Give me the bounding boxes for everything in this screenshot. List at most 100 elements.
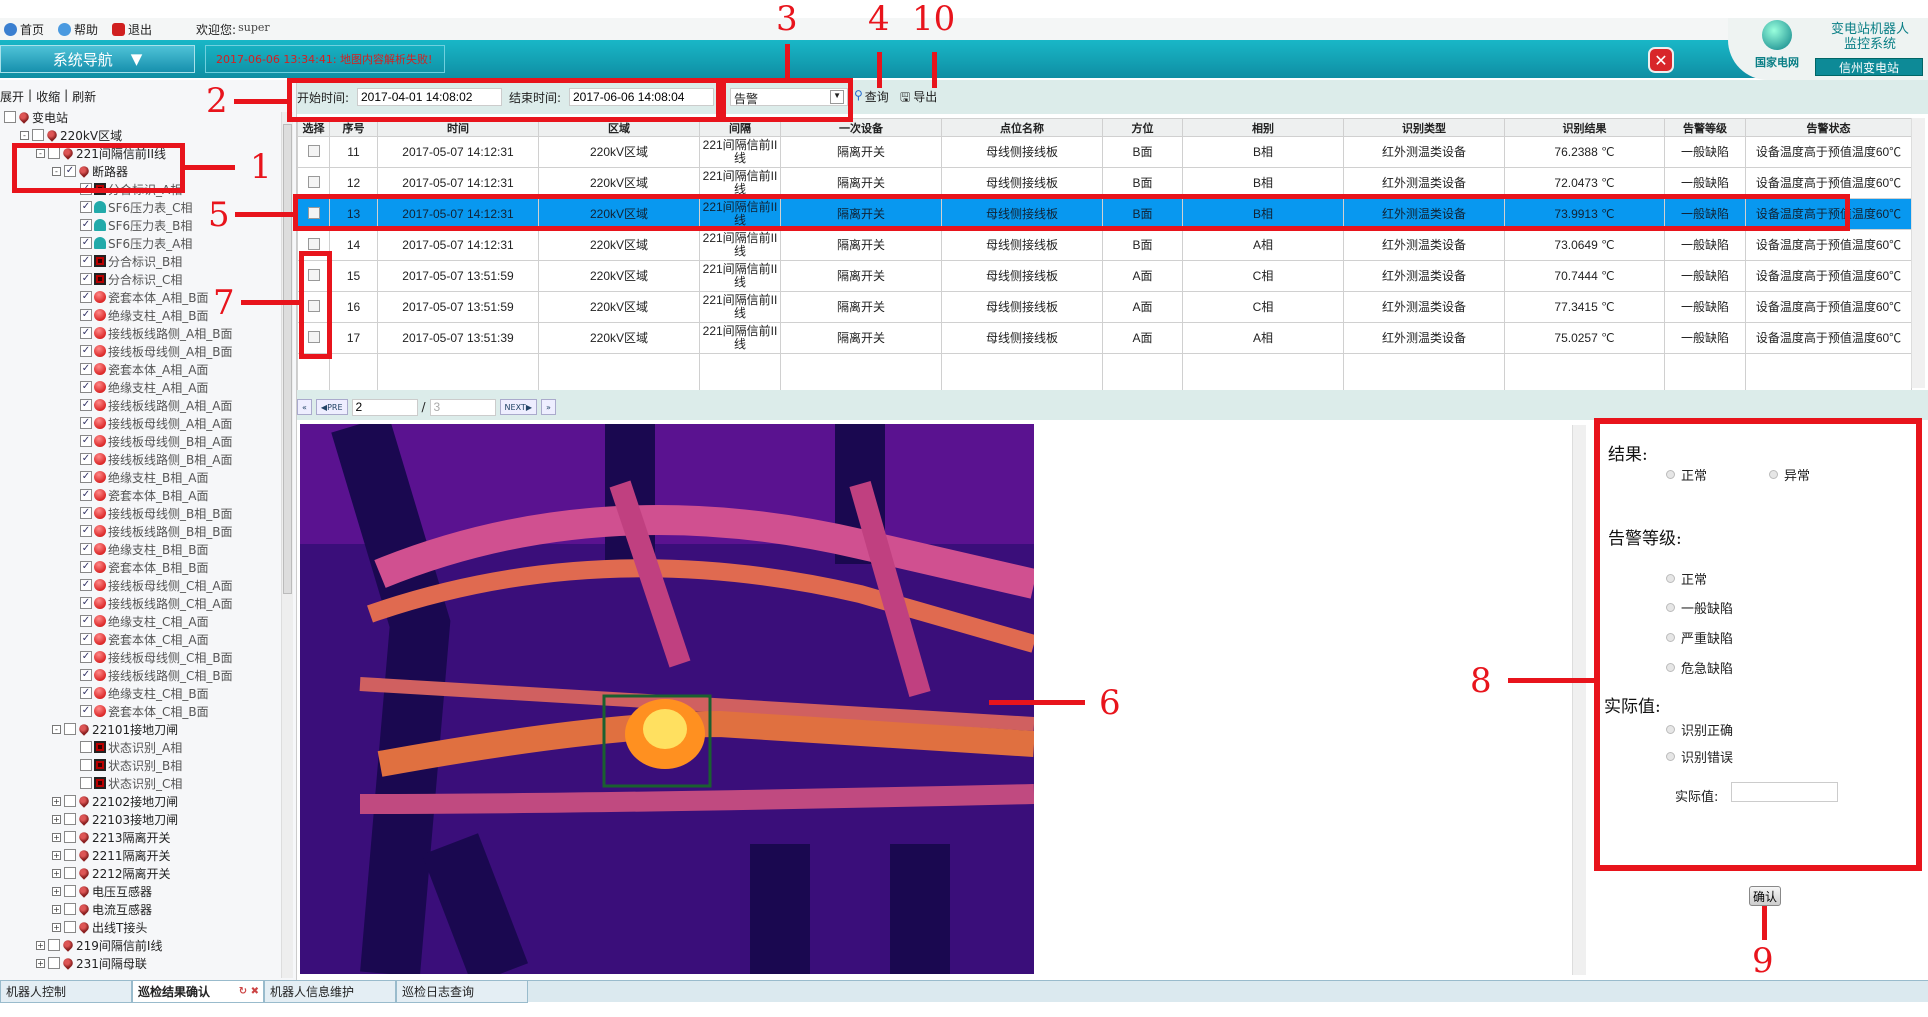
table-row[interactable]: 16 2017-05-07 13:51:59 220kV区域 221间隔信前II线 隔离… [297, 291, 1912, 323]
first-page-button[interactable]: « [297, 399, 312, 415]
tree-node[interactable]: ✓ SF6压力表_A相 [80, 234, 192, 252]
tree-checkbox[interactable]: ✓ [80, 345, 92, 357]
tree-node[interactable]: ✓ SF6压力表_C相 [80, 198, 193, 216]
tree-checkbox[interactable]: ✓ [80, 453, 92, 465]
tree-checkbox[interactable]: ✓ [80, 435, 92, 447]
expand-icon[interactable]: + [52, 886, 61, 896]
column-header[interactable]: 识别结果 [1504, 118, 1665, 137]
tree-node[interactable]: +2212隔离开关 [52, 864, 171, 882]
tree-checkbox[interactable]: ✓ [64, 165, 76, 177]
tree-node[interactable]: ✓ 接线板线路侧_B相_B面 [80, 522, 232, 540]
row-checkbox[interactable] [307, 268, 320, 281]
help-menu[interactable]: 帮助 [58, 21, 98, 38]
tree-node[interactable]: ✓ 接线板母线侧_C相_A面 [80, 576, 233, 594]
expand-icon[interactable]: + [52, 832, 61, 842]
expand-all-link[interactable]: 展开 [0, 90, 25, 104]
tree-checkbox[interactable]: ✓ [80, 399, 92, 411]
expand-icon[interactable]: + [36, 940, 45, 950]
level-critical-defect-radio[interactable]: 危急缺陷 [1666, 658, 1733, 677]
tree-node[interactable]: + 电压互感器 [52, 882, 152, 900]
actual-value-input[interactable] [1731, 782, 1838, 802]
level-serious-defect-radio[interactable]: 严重缺陷 [1666, 628, 1733, 647]
result-normal-radio[interactable]: 正常 [1666, 465, 1707, 484]
table-row[interactable]: 13 2017-05-07 14:12:31 220kV区域 221间隔信前II线 隔离… [297, 198, 1912, 230]
column-header[interactable]: 间隔 [699, 118, 781, 137]
tree-checkbox[interactable]: ✓ [80, 579, 92, 591]
tree-checkbox[interactable] [64, 885, 76, 897]
tree-node[interactable]: ✓ 分合标识_C相 [80, 270, 182, 288]
tab[interactable]: 机器人信息维护 [264, 981, 396, 1003]
tree-checkbox[interactable] [64, 921, 76, 933]
select-cell[interactable] [297, 198, 330, 230]
tree-checkbox[interactable]: ✓ [80, 309, 92, 321]
tree-node[interactable]: ✓ 接线板母线侧_B相_A面 [80, 432, 232, 450]
tree-node[interactable]: ✓ 绝缘支柱_C相_A面 [80, 612, 209, 630]
tree-node[interactable]: ✓ 接线板线路侧_B相_A面 [80, 450, 232, 468]
row-checkbox[interactable] [307, 237, 320, 250]
tree-node[interactable]: - 22101接地刀闸 [52, 720, 178, 738]
prev-page-button[interactable]: ◀ PRE [315, 399, 348, 415]
tree-node[interactable]: ✓ 接线板母线侧_B相_B面 [80, 504, 232, 522]
tree-checkbox[interactable]: ✓ [80, 687, 92, 699]
confirm-button[interactable]: 确认 [1749, 886, 1781, 906]
tree-node[interactable]: ✓ 绝缘支柱_B相_A面 [80, 468, 208, 486]
tree-node[interactable]: +2211隔离开关 [52, 846, 171, 864]
collapse-icon[interactable]: - [20, 130, 29, 140]
collapse-icon[interactable]: - [52, 724, 61, 734]
last-page-button[interactable]: » [540, 399, 556, 415]
tree-checkbox[interactable] [64, 867, 76, 879]
tab[interactable]: 机器人控制 [0, 981, 132, 1003]
type-select[interactable]: 告警 ▼ [730, 88, 848, 106]
image-scrollbar[interactable] [1572, 425, 1586, 975]
tree-node[interactable]: 状态识别_B相 [80, 756, 182, 774]
tree-node[interactable]: 变电站 [4, 108, 68, 126]
expand-icon[interactable]: + [52, 922, 61, 932]
logout-menu[interactable]: 退出 [112, 21, 152, 38]
system-nav-button[interactable]: 系统导航 ▼ [0, 45, 195, 73]
tree-checkbox[interactable]: ✓ [80, 561, 92, 573]
column-header[interactable]: 方位 [1102, 118, 1183, 137]
tree-checkbox[interactable] [4, 111, 16, 123]
tree-checkbox[interactable]: ✓ [80, 237, 92, 249]
table-row[interactable]: 15 2017-05-07 13:51:59 220kV区域 221间隔信前II线 隔离… [297, 260, 1912, 292]
tree-node[interactable]: + 电流互感器 [52, 900, 152, 918]
tree-node[interactable]: ✓ 绝缘支柱_B相_B面 [80, 540, 208, 558]
tree-checkbox[interactable]: ✓ [80, 201, 92, 213]
column-header[interactable]: 告警状态 [1745, 118, 1912, 137]
tree-node[interactable]: +22102接地刀闸 [52, 792, 178, 810]
start-time-input[interactable] [357, 88, 502, 106]
tree-node[interactable]: ✓ 瓷套本体_C相_B面 [80, 702, 209, 720]
row-checkbox[interactable] [307, 206, 320, 219]
tab[interactable]: 巡检结果确认 ↻ ✖ [132, 981, 264, 1003]
row-checkbox[interactable] [307, 299, 320, 312]
tree-node[interactable]: +22103接地刀闸 [52, 810, 178, 828]
end-time-input[interactable] [569, 88, 714, 106]
export-button[interactable]: 🖫 导出 [900, 88, 937, 109]
collapse-icon[interactable]: - [36, 148, 45, 158]
tree-checkbox[interactable]: ✓ [80, 507, 92, 519]
tree-checkbox[interactable]: ✓ [80, 669, 92, 681]
row-checkbox[interactable] [307, 330, 320, 343]
result-abnormal-radio[interactable]: 异常 [1769, 465, 1810, 484]
expand-icon[interactable]: + [52, 904, 61, 914]
tree-checkbox[interactable] [64, 903, 76, 915]
tree-node[interactable]: ✓ 绝缘支柱_C相_B面 [80, 684, 209, 702]
tree-checkbox[interactable] [64, 723, 76, 735]
select-cell[interactable] [297, 136, 330, 168]
query-button[interactable]: ⚲ 查询 [854, 88, 889, 105]
tree-checkbox[interactable]: ✓ [80, 363, 92, 375]
tree-checkbox[interactable]: ✓ [80, 273, 92, 285]
level-normal-radio[interactable]: 正常 [1666, 569, 1707, 588]
tree-node[interactable]: ✓ 瓷套本体_B相_A面 [80, 486, 208, 504]
tree-node[interactable]: ✓ 绝缘支柱_A相_A面 [80, 378, 208, 396]
close-icon[interactable]: ✕ [1648, 47, 1674, 73]
tree-checkbox[interactable]: ✓ [80, 471, 92, 483]
tree-checkbox[interactable] [80, 741, 92, 753]
tree-checkbox[interactable]: ✓ [80, 489, 92, 501]
tree-checkbox[interactable]: ✓ [80, 219, 92, 231]
table-scrollbar[interactable] [1911, 118, 1925, 388]
tree-checkbox[interactable] [80, 777, 92, 789]
collapse-all-link[interactable]: 收缩 [36, 90, 61, 104]
tree-node[interactable]: ✓ SF6压力表_B相 [80, 216, 192, 234]
tree-node[interactable]: ✓ 接线板线路侧_C相_A面 [80, 594, 233, 612]
